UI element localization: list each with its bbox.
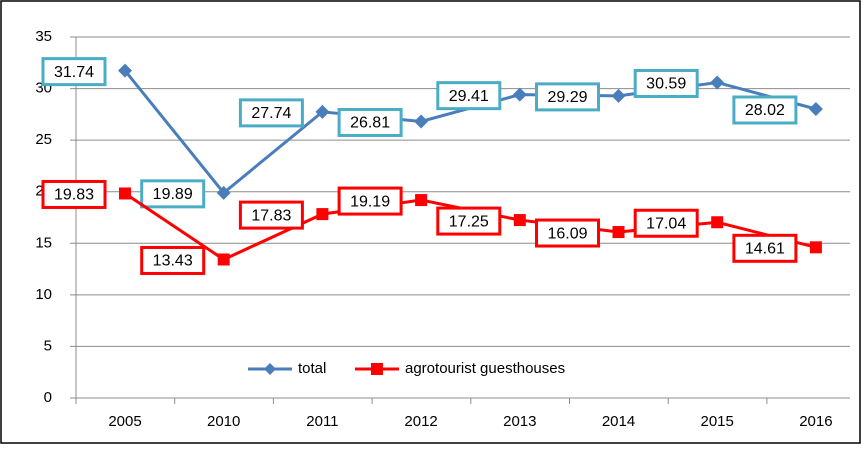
marker <box>710 75 725 90</box>
y-tick-label: 5 <box>44 337 52 354</box>
marker <box>119 187 131 200</box>
y-tick-label: 25 <box>35 131 52 148</box>
data-label-box <box>337 107 403 137</box>
marker <box>118 63 132 78</box>
marker <box>316 208 329 221</box>
legend-label: agrotourist guesthouses <box>405 360 565 377</box>
data-label: 14.61 <box>745 241 785 258</box>
data-label: 30.59 <box>646 76 686 93</box>
data-label-box <box>633 208 699 238</box>
data-label-box <box>535 82 600 112</box>
marker <box>315 104 330 119</box>
x-tick-label: 2005 <box>108 413 141 430</box>
data-label: 17.25 <box>449 213 489 230</box>
data-label-box <box>436 81 502 111</box>
legend-marker <box>264 363 276 375</box>
marker <box>415 194 428 207</box>
x-tick-label: 2012 <box>404 413 437 430</box>
data-label-box <box>732 95 798 125</box>
marker <box>611 88 626 103</box>
data-label-box <box>633 68 699 98</box>
data-label: 31.74 <box>54 64 94 81</box>
marker <box>217 253 230 266</box>
y-tick-label: 35 <box>35 28 52 45</box>
marker <box>512 87 527 102</box>
x-tick-label: 2010 <box>207 413 240 430</box>
data-label: 16.09 <box>547 225 587 242</box>
data-label: 29.29 <box>547 89 587 106</box>
data-label: 26.81 <box>350 115 390 132</box>
data-label: 17.83 <box>251 207 291 224</box>
data-label: 13.43 <box>153 253 193 270</box>
x-tick-label: 2015 <box>701 413 734 430</box>
data-label-box <box>238 200 304 230</box>
data-label: 19.89 <box>153 186 193 203</box>
marker <box>414 114 429 129</box>
y-tick-label: 0 <box>44 389 52 406</box>
data-label-box <box>140 245 206 275</box>
x-tick-label: 2016 <box>799 413 832 430</box>
marker <box>809 241 822 254</box>
data-label-box <box>535 218 600 248</box>
legend-marker <box>371 363 383 375</box>
legend-label: total <box>298 360 326 377</box>
data-label-box <box>238 98 304 128</box>
x-tick-label: 2011 <box>306 413 338 430</box>
x-tick-label: 2013 <box>503 413 536 430</box>
data-label-box <box>436 206 502 236</box>
marker <box>711 216 724 229</box>
data-label: 19.83 <box>54 187 94 204</box>
data-label-box <box>140 179 206 209</box>
y-tick-label: 10 <box>35 286 52 303</box>
data-label: 29.41 <box>449 88 489 105</box>
data-label-box <box>337 186 403 216</box>
data-label: 27.74 <box>251 105 291 122</box>
y-tick-label: 15 <box>35 234 52 251</box>
data-label-box <box>732 233 798 263</box>
data-label: 28.02 <box>745 102 785 119</box>
marker <box>808 101 823 116</box>
marker <box>612 226 625 239</box>
marker <box>216 185 231 200</box>
data-label-box <box>41 57 107 87</box>
x-tick-label: 2014 <box>602 413 635 430</box>
data-label: 17.04 <box>646 215 686 232</box>
data-label-box <box>41 179 107 209</box>
data-label: 19.19 <box>350 193 390 210</box>
marker <box>513 214 526 227</box>
